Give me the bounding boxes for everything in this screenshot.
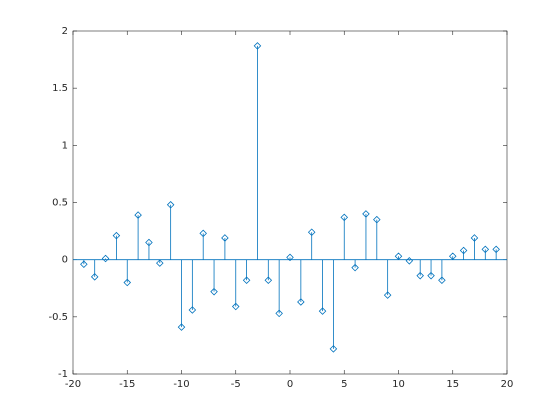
x-tick-label: 5 [341, 379, 347, 390]
x-tick-label: -5 [231, 379, 241, 390]
stem-marker [416, 271, 424, 280]
stem-marker [112, 231, 121, 240]
stem-marker [307, 228, 316, 236]
stem-marker [156, 259, 164, 267]
stem-marker [177, 323, 186, 331]
stem-marker [242, 276, 251, 285]
x-tick-label: -10 [173, 379, 189, 390]
plot-box [72, 30, 508, 375]
stem-marker [427, 271, 435, 280]
stem-marker [101, 254, 110, 263]
stem-marker [459, 246, 468, 255]
stem-marker [448, 252, 457, 261]
stem-marker [297, 298, 305, 306]
x-tick-label: 10 [392, 379, 405, 390]
stem-marker [470, 234, 479, 242]
stem-marker [405, 257, 414, 265]
y-tick-label: -0.5 [48, 312, 68, 323]
y-tick-label: 2 [62, 26, 68, 37]
stem-marker [394, 252, 403, 261]
stem-marker [373, 215, 381, 224]
x-tick-label: 0 [287, 379, 293, 390]
x-tick-label: 20 [501, 379, 514, 390]
y-tick-label: 0 [62, 255, 68, 266]
stem-marker [286, 253, 294, 262]
stem-marker [221, 234, 229, 242]
y-tick-label: 1 [62, 140, 68, 151]
stem-marker [275, 309, 283, 318]
y-tick-label: 0.5 [52, 198, 68, 209]
y-tick-label: 1.5 [52, 83, 68, 94]
stem-marker [123, 278, 132, 287]
stem-marker [188, 306, 197, 314]
stem-marker [90, 273, 99, 281]
stem-marker [340, 213, 349, 222]
stem-marker [383, 291, 392, 299]
stem-marker [145, 238, 153, 247]
stem-marker [481, 245, 490, 254]
stem-marker [134, 211, 142, 219]
y-tick-label: -1 [58, 369, 68, 380]
stem-marker [329, 345, 338, 353]
stem-marker [351, 263, 359, 272]
stem-marker [231, 302, 240, 311]
stem-marker [199, 229, 207, 238]
stem-marker [318, 307, 327, 315]
stem-marker [166, 201, 175, 209]
x-tick-label: 15 [446, 379, 459, 390]
stem-marker [492, 245, 500, 254]
stem-marker [80, 260, 88, 269]
stem-marker [253, 42, 262, 50]
x-tick-label: -20 [65, 379, 81, 390]
x-tick-label: -15 [119, 379, 135, 390]
stem-marker [210, 287, 218, 296]
stem-marker [438, 276, 446, 285]
stem-marker [264, 276, 273, 285]
stem-marker [362, 210, 370, 218]
